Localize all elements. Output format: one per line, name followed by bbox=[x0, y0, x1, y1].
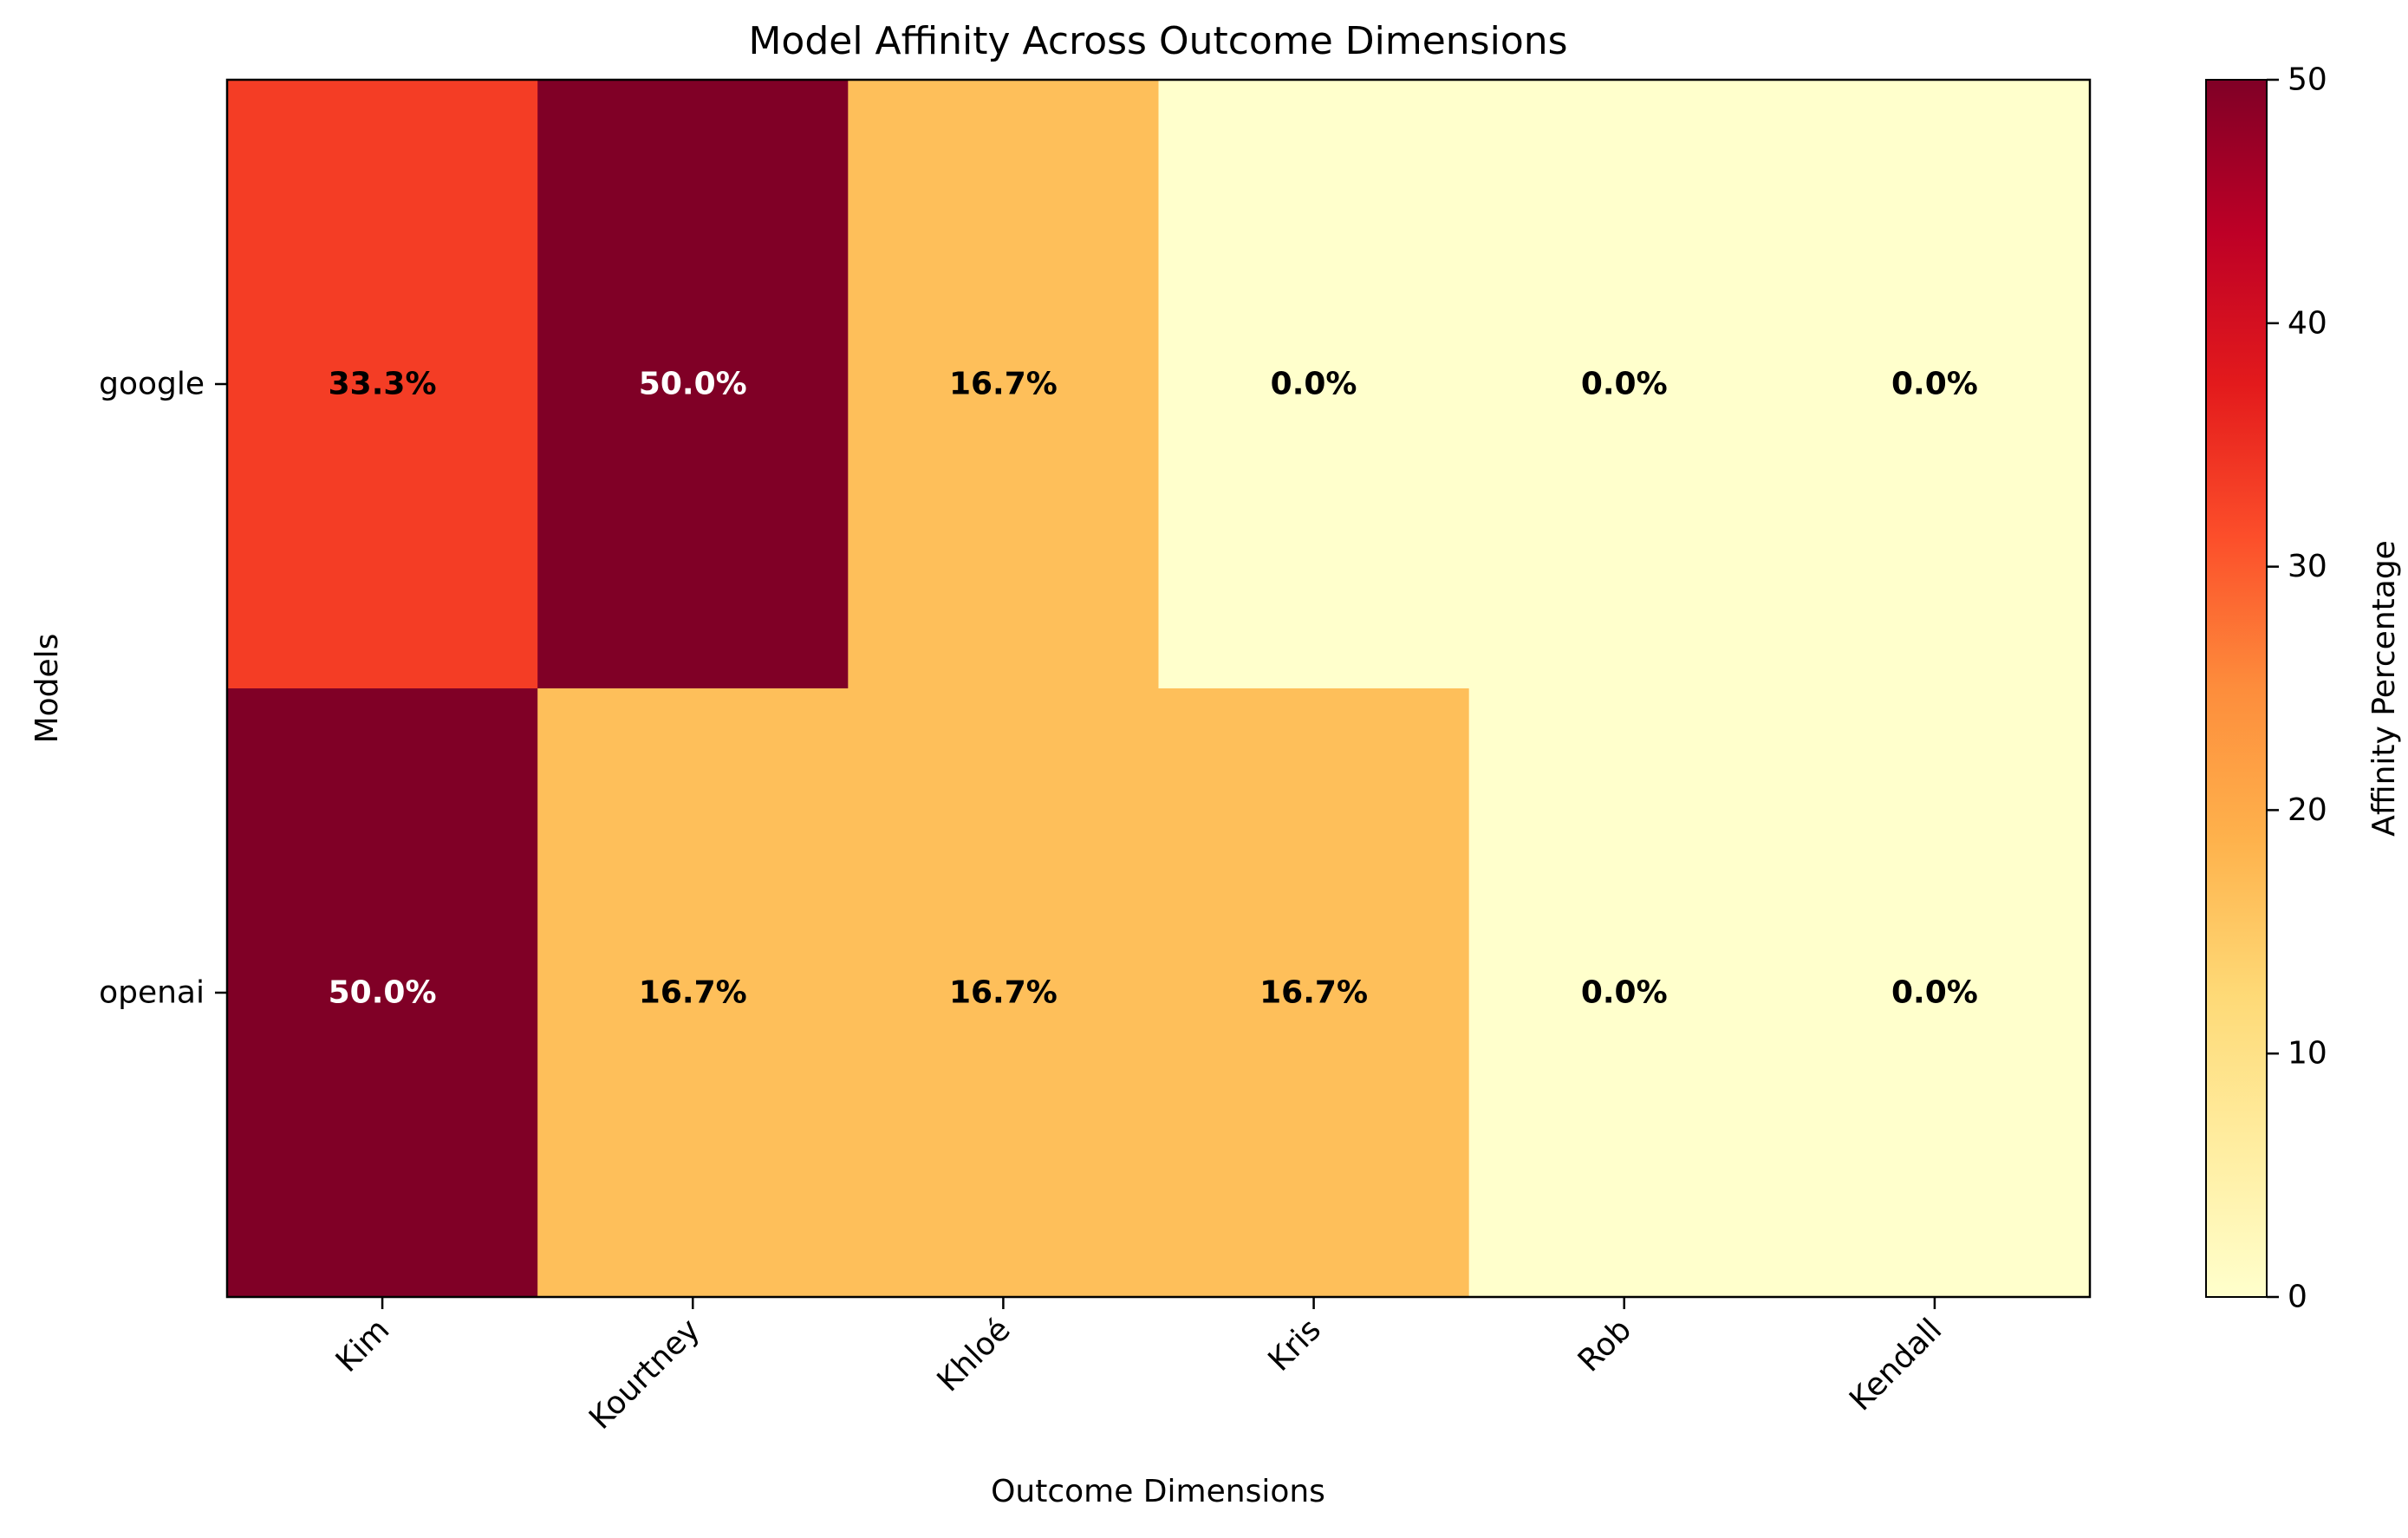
cell-value-label: 16.7% bbox=[1259, 975, 1368, 1011]
plot-frame bbox=[225, 78, 2092, 1299]
cell-value-label: 0.0% bbox=[1891, 367, 1978, 402]
heatmap-cell bbox=[227, 688, 538, 1298]
cell-value-label: 0.0% bbox=[1581, 975, 1668, 1011]
heatmap-cell bbox=[1158, 688, 1470, 1298]
colorbar bbox=[2205, 79, 2268, 1298]
colorbar-tick-label: 30 bbox=[2288, 549, 2327, 584]
heatmap-cell bbox=[848, 80, 1159, 689]
cell-value-label: 50.0% bbox=[639, 367, 747, 402]
colorbar-ticks: 0 10 20 30 40 50 bbox=[2267, 62, 2327, 1315]
cell-value-label: 16.7% bbox=[639, 975, 747, 1011]
colorbar-tick-label: 40 bbox=[2288, 305, 2327, 341]
colorbar-tick-label: 50 bbox=[2288, 62, 2327, 98]
cell-value-label: 0.0% bbox=[1891, 975, 1978, 1011]
cell-value-label: 0.0% bbox=[1271, 367, 1357, 402]
x-tick-label: Kourtney bbox=[582, 1312, 706, 1436]
cell-value-label: 0.0% bbox=[1581, 367, 1668, 402]
heatmap-cell bbox=[848, 688, 1159, 1298]
y-tick-label: google bbox=[99, 367, 205, 402]
colorbar-tick-label: 10 bbox=[2288, 1036, 2327, 1072]
chart-title: Model Affinity Across Outcome Dimensions bbox=[748, 19, 1567, 63]
heatmap-cell bbox=[1468, 80, 1780, 689]
x-axis-ticks: Kim Kourtney Khloé Kris Rob Kendall bbox=[329, 1297, 1949, 1437]
x-tick-label: Kendall bbox=[1843, 1312, 1949, 1417]
heatmap-cell bbox=[1779, 688, 2091, 1298]
colorbar-tick-label: 20 bbox=[2288, 792, 2327, 828]
colorbar-tick-label: 0 bbox=[2288, 1280, 2307, 1315]
heatmap-cell bbox=[537, 80, 849, 689]
heatmap-cells bbox=[227, 80, 2091, 1298]
heatmap-cell bbox=[537, 688, 849, 1298]
x-tick-label: Rob bbox=[1572, 1312, 1638, 1378]
y-tick-label: openai bbox=[99, 975, 205, 1011]
x-tick-label: Kris bbox=[1261, 1312, 1327, 1378]
cell-value-label: 50.0% bbox=[329, 975, 437, 1011]
heatmap-cell bbox=[1779, 80, 2091, 689]
x-tick-label: Khloé bbox=[931, 1312, 1018, 1398]
x-tick-label: Kim bbox=[329, 1312, 397, 1379]
heatmap-cell-labels: 33.3% 50.0% 16.7% 0.0% 0.0% 0.0% 50.0% 16.7% 16.… bbox=[329, 367, 1978, 1011]
y-axis-ticks: google openai bbox=[99, 367, 227, 1011]
cell-value-label: 16.7% bbox=[949, 975, 1058, 1011]
cell-value-label: 16.7% bbox=[949, 367, 1058, 402]
cell-value-label: 33.3% bbox=[329, 367, 437, 402]
heatmap-cell bbox=[1468, 688, 1780, 1298]
x-axis-label: Outcome Dimensions bbox=[991, 1474, 1325, 1509]
colorbar-label: Affinity Percentage bbox=[2366, 540, 2402, 837]
y-axis-label: Models bbox=[29, 634, 65, 744]
heatmap-cell bbox=[227, 80, 538, 689]
heatmap-cell bbox=[1158, 80, 1470, 689]
